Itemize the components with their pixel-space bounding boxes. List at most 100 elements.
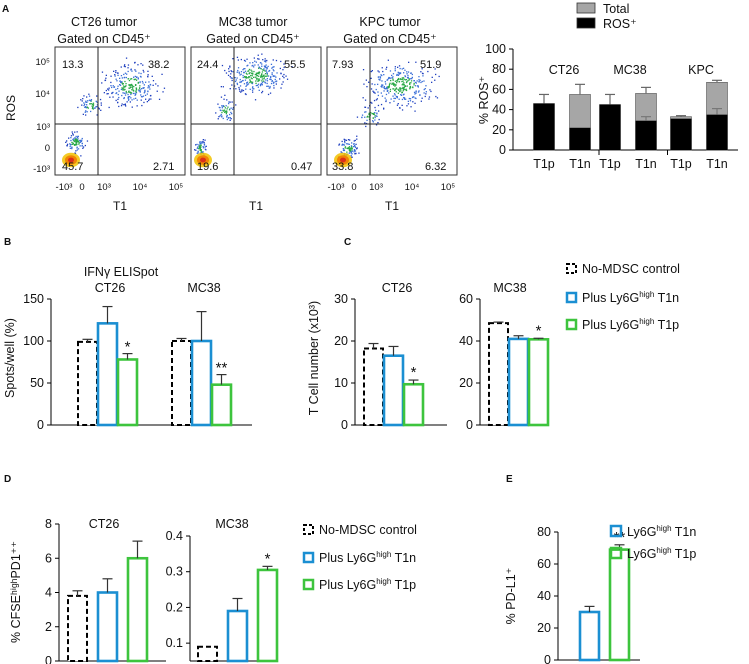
flow-event-dot [263, 77, 265, 80]
flow-event-dot [236, 83, 239, 86]
flow-event-dot [350, 145, 353, 147]
flow-event-dot [394, 94, 396, 96]
flow-event-dot [353, 140, 355, 142]
flow-event-dot [115, 99, 117, 102]
flow-event-dot [139, 90, 141, 93]
flow-event-dot [204, 139, 206, 141]
flow-event-dot [350, 154, 352, 157]
flow-event-dot [364, 116, 366, 118]
flow-event-dot [74, 152, 77, 155]
flow-event-dot [388, 76, 390, 79]
flow-event-dot [269, 78, 271, 80]
bar [507, 337, 530, 427]
flow-event-dot [222, 105, 224, 107]
flow-event-dot [240, 91, 242, 93]
flow-event-dot [396, 74, 398, 76]
bar [256, 568, 279, 663]
flow-event-dot [226, 115, 228, 117]
y-tick-label: 20 [459, 376, 473, 390]
flow-quadrant-lower-right: 2.71 [153, 161, 174, 173]
flow-event-dot [421, 80, 423, 83]
flow-event-dot [435, 73, 437, 76]
flow-event-dot [88, 99, 91, 101]
flow-event-dot [88, 93, 90, 95]
flow-event-dot [389, 90, 391, 92]
flow-event-dot [135, 78, 137, 80]
flow-event-dot [258, 78, 260, 80]
flow-event-dot [125, 85, 127, 87]
flow-event-dot [76, 143, 78, 146]
flow-event-dot [222, 86, 224, 88]
flow-event-dot [205, 149, 207, 151]
flow-event-dot [76, 147, 78, 149]
flow-event-dot [428, 96, 431, 98]
flow-event-dot [266, 68, 268, 70]
flow-event-dot [219, 109, 221, 111]
flow-event-dot [423, 92, 425, 94]
flow-event-dot [424, 88, 426, 90]
flow-event-dot [397, 77, 400, 80]
flow-event-dot [132, 89, 134, 91]
flow-event-dot [224, 69, 226, 72]
flow-event-dot [248, 68, 251, 71]
flow-event-dot [371, 113, 373, 115]
flow-event-dot [374, 83, 376, 86]
flow-event-dot [379, 79, 381, 81]
flow-event-dot [128, 90, 130, 92]
flow-event-dot [355, 152, 357, 155]
flow-event-dot [236, 71, 238, 73]
y-tick-label: 40 [492, 103, 506, 117]
flow-event-dot [142, 64, 144, 66]
flow-plot-kpc: KPC tumor Gated on CD45⁺ 7.93 51.9 33.8 … [326, 15, 458, 213]
flow-event-dot [366, 86, 368, 88]
flow-event-dot [271, 80, 273, 82]
flow-event-dot [436, 97, 439, 99]
flow-event-dot [409, 87, 411, 89]
flow-event-dot [90, 99, 93, 101]
flow-event-dot [199, 147, 201, 149]
flow-event-dot [81, 104, 83, 106]
flow-event-dot [75, 143, 77, 145]
legend-label: Plus Ly6Ghigh T1p [319, 577, 416, 592]
flow-event-dot [265, 67, 267, 69]
flow-event-dot [148, 99, 150, 102]
flow-quadrant-lower-left: 45.7 [62, 161, 83, 173]
flow-event-dot [124, 85, 126, 88]
flow-event-dot [135, 79, 138, 81]
flow-event-dot [373, 113, 376, 115]
flow-event-dot [148, 86, 151, 88]
flow-event-dot [251, 75, 253, 77]
flow-event-dot [428, 98, 430, 100]
flow-event-dot [434, 68, 436, 70]
flow-event-dot [107, 88, 109, 90]
flow-event-dot [266, 67, 268, 69]
flow-event-dot [396, 82, 398, 84]
flow-event-dot [229, 101, 231, 103]
flow-event-dot [266, 78, 268, 80]
flow-event-dot [127, 67, 129, 69]
flow-event-dot [246, 65, 248, 67]
flow-event-dot [137, 64, 139, 66]
flow-event-dot [68, 137, 70, 139]
flow-event-dot [348, 143, 350, 145]
flow-event-dot [262, 69, 264, 71]
bar [190, 339, 213, 427]
flow-event-dot [76, 149, 78, 151]
flow-event-dot [79, 141, 82, 143]
chart-d-ct26: CT26 % CFSEʰⁱᵍʰPD1⁺⁺ 0 2 4 6 8 [9, 517, 166, 664]
flow-event-dot [246, 58, 248, 60]
flow-event-dot [265, 69, 267, 71]
flow-event-dot [411, 76, 413, 79]
bar [171, 340, 192, 426]
flow-event-dot [367, 115, 369, 117]
flow-event-dot [415, 82, 417, 84]
flow-event-dot [115, 78, 117, 80]
flow-event-dot [401, 109, 404, 111]
flow-event-dot [138, 89, 140, 91]
flow-event-dot [128, 84, 130, 86]
flow-event-dot [347, 147, 349, 149]
flow-event-dot [252, 91, 254, 93]
flow-event-dot [269, 85, 271, 88]
flow-event-dot [399, 90, 401, 93]
flow-event-dot [225, 72, 228, 74]
